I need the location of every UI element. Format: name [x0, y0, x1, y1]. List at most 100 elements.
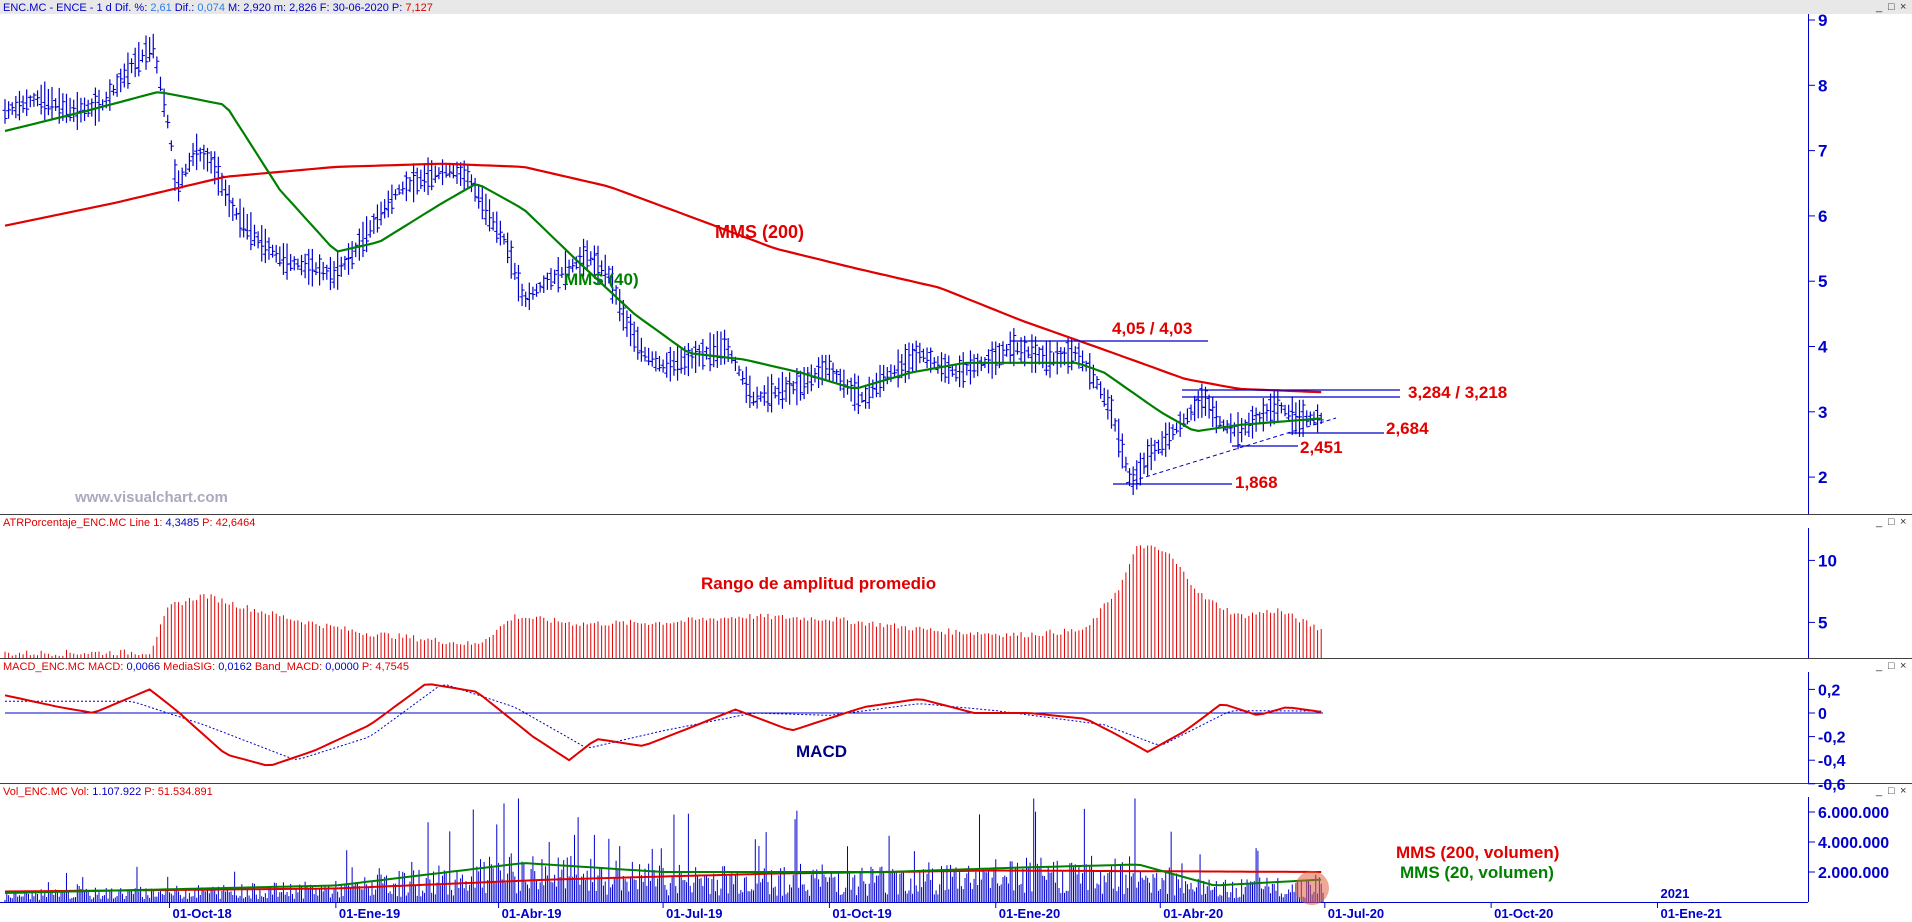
window-button[interactable]: _	[1875, 1, 1883, 13]
price-header-bg	[0, 0, 1912, 14]
window-buttons[interactable]: _ □ × _ □ × _ □ × _ □ ×	[1875, 1, 1906, 797]
volume-mms20-line	[4, 862, 1322, 894]
last-volume-highlight	[1295, 871, 1329, 905]
header-field-value: 2,61	[150, 2, 171, 14]
header-field-label: P:	[359, 661, 376, 673]
header-field-value: 30-06-2020	[333, 2, 389, 14]
level-3284-label: 3,284 / 3,218	[1408, 383, 1507, 402]
atr-header: ATRPorcentaje_ENC.MC Line 1: 4,3485 P: 4…	[3, 517, 255, 529]
macd-y-label: -0,4	[1818, 753, 1846, 770]
header-field-value: 51.534.891	[158, 786, 213, 798]
window-button[interactable]: _	[1875, 516, 1883, 528]
level-2451-label: 2,451	[1300, 438, 1343, 457]
header-field-label: MACD:	[88, 661, 127, 673]
atr-annotation: Rango de amplitud promedio	[701, 574, 936, 593]
price-y-label: 9	[1818, 11, 1827, 30]
header-field-value: 4,7545	[375, 661, 409, 673]
window-button[interactable]: □	[1888, 516, 1895, 528]
volume-y-label: 2.000.000	[1818, 865, 1889, 882]
x-label: 01-Ene-21	[1660, 906, 1721, 921]
header-name: ENC.MC - ENCE - 1 d	[3, 2, 115, 14]
volume-plot	[4, 798, 1329, 905]
window-button[interactable]: ×	[1900, 1, 1906, 13]
x-label: 01-Abr-19	[502, 906, 562, 921]
window-button[interactable]: □	[1888, 785, 1895, 797]
window-button[interactable]: □	[1888, 660, 1895, 672]
pane-frame	[0, 14, 1912, 903]
header-field-label: Vol:	[71, 786, 92, 798]
x-label: 01-Oct-19	[832, 906, 891, 921]
window-button[interactable]: ×	[1900, 516, 1906, 528]
header-field-label: MediaSIG:	[160, 661, 218, 673]
header-field-value: 2,826	[289, 2, 317, 14]
x-label: 01-Jul-20	[1328, 906, 1384, 921]
window-button[interactable]: ×	[1900, 785, 1906, 797]
pane-headers: ENC.MC - ENCE - 1 d Dif. %: 2,61 Dif.: 0…	[0, 0, 1912, 798]
header-field-label: P:	[199, 517, 216, 529]
header-field-label: P:	[141, 786, 158, 798]
mms200-label: MMS (200)	[715, 222, 804, 242]
price-y-label: 8	[1818, 76, 1827, 95]
header-field-label: F:	[317, 2, 333, 14]
header-field-value: 0,0000	[325, 661, 359, 673]
atr-y-label: 10	[1818, 551, 1837, 570]
header-field-label: M:	[225, 2, 243, 14]
macd-signal-line	[5, 684, 1322, 760]
macd-y-label: 0,2	[1818, 682, 1840, 699]
x-axis-labels: 01-Oct-18 01-Ene-19 01-Abr-19 01-Jul-19 01-O…	[169, 886, 1722, 921]
triangle-support-line	[1125, 417, 1337, 484]
mms40-label: MMS (40)	[564, 270, 639, 289]
price-y-label: 4	[1818, 338, 1828, 357]
annotations: MMS (200) MMS (40) 4,05 / 4,03 3,284 / 3…	[74, 222, 1559, 882]
header-field-value: 2,920	[243, 2, 271, 14]
level-lines	[1010, 340, 1400, 485]
header-name: Vol_ENC.MC	[3, 786, 71, 798]
price-y-label: 5	[1818, 272, 1827, 291]
header-field-value: 42,6464	[216, 517, 256, 529]
x-label: 01-Ene-20	[999, 906, 1060, 921]
header-field-value: 0,074	[197, 2, 225, 14]
header-field-value: 4,3485	[165, 517, 199, 529]
macd-header: MACD_ENC.MC MACD: 0,0066 MediaSIG: 0,016…	[3, 661, 409, 673]
price-y-label: 6	[1818, 207, 1827, 226]
macd-y-label: -0,2	[1818, 730, 1846, 747]
window-button[interactable]: ×	[1900, 660, 1906, 672]
header-field-value: 1.107.922	[92, 786, 141, 798]
vol-mms20-label: MMS (20, volumen)	[1400, 863, 1554, 882]
x-label: 01-Ene-19	[339, 906, 400, 921]
header-field-label: Dif.:	[172, 2, 198, 14]
macd-annotation: MACD	[796, 742, 847, 761]
atr-y-label: 5	[1818, 613, 1827, 632]
macd-plot	[4, 683, 1323, 767]
x-label: 01-Oct-20	[1494, 906, 1553, 921]
watermark: www.visualchart.com	[74, 489, 228, 506]
header-field-label: P:	[389, 2, 406, 14]
level-1868-label: 1,868	[1235, 473, 1278, 492]
macd-line	[4, 683, 1322, 767]
price-plot	[2, 33, 1324, 495]
y-axis-labels: 9 8 7 6 5 4 3 2 10 5 0,2 0 -0,2 -0,4 -0,6 6.000.000 4.00…	[1808, 11, 1889, 882]
volume-mms200-line	[4, 869, 1322, 893]
header-field-label: Dif. %:	[115, 2, 150, 14]
vol-mms200-label: MMS (200, volumen)	[1396, 843, 1559, 862]
x-label: 01-Jul-19	[666, 906, 722, 921]
macd-y-label: -0,6	[1818, 777, 1846, 794]
header-field-label: m:	[271, 2, 289, 14]
mms40-line	[4, 91, 1322, 432]
mms200-line	[4, 162, 1322, 394]
level-405-label: 4,05 / 4,03	[1112, 319, 1192, 338]
window-button[interactable]: □	[1888, 1, 1895, 13]
header-field-value: 7,127	[405, 2, 433, 14]
atr-plot	[4, 545, 1322, 658]
price-header: ENC.MC - ENCE - 1 d Dif. %: 2,61 Dif.: 0…	[3, 2, 433, 14]
window-button[interactable]: _	[1875, 785, 1883, 797]
price-y-label: 3	[1818, 403, 1827, 422]
volume-header: Vol_ENC.MC Vol: 1.107.922 P: 51.534.891	[3, 786, 213, 798]
x-label: 01-Oct-18	[173, 906, 232, 921]
window-button[interactable]: _	[1875, 660, 1883, 672]
header-name: ATRPorcentaje_ENC.MC	[3, 517, 129, 529]
header-field-value: 0,0066	[126, 661, 160, 673]
year-marker: 2021	[1660, 886, 1689, 901]
level-2684-label: 2,684	[1386, 419, 1429, 438]
